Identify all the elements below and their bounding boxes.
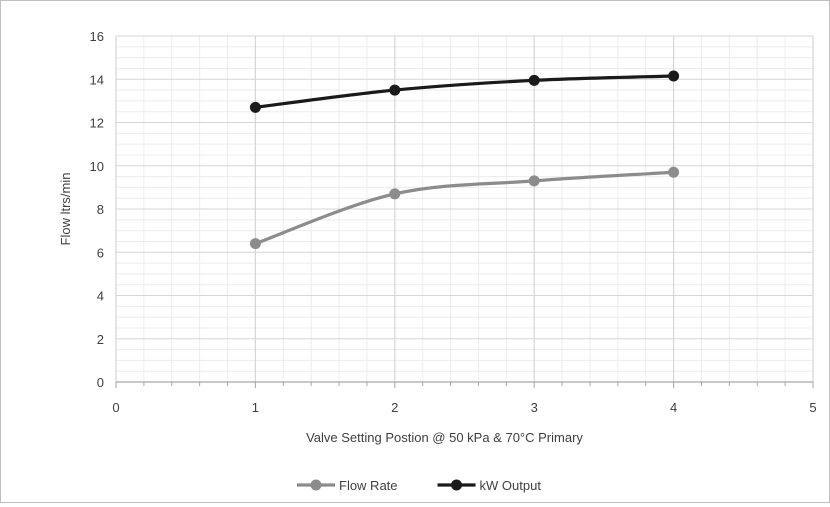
legend-label: kW Output — [480, 478, 542, 493]
y-tick-label: 8 — [97, 202, 104, 217]
x-axis — [115, 381, 814, 388]
series-flow-rate — [249, 166, 680, 250]
data-point — [528, 74, 540, 86]
data-point — [389, 188, 401, 200]
legend-item-kw-output: kW Output — [437, 478, 542, 493]
y-tick-label: 0 — [97, 375, 104, 390]
legend-label: Flow Rate — [339, 478, 398, 493]
y-axis-title: Flow ltrs/min — [58, 173, 73, 246]
major-gridlines — [115, 35, 814, 382]
series-layer — [249, 70, 680, 250]
x-axis-title: Valve Setting Postion @ 50 kPa & 70°C Pr… — [306, 430, 583, 445]
series-kw-output — [249, 70, 680, 113]
x-tick-labels: 0 1 2 3 4 5 — [112, 400, 816, 415]
minor-gridlines — [116, 36, 813, 382]
y-tick-labels: 0 2 4 6 8 10 12 14 16 — [90, 29, 104, 390]
legend-item-flow-rate: Flow Rate — [297, 478, 398, 493]
series-line — [253, 74, 676, 109]
x-tick-label: 4 — [670, 400, 677, 415]
data-point — [668, 166, 680, 178]
y-tick-label: 4 — [97, 289, 104, 304]
y-tick-label: 16 — [90, 29, 104, 44]
data-point — [668, 70, 680, 82]
data-point — [528, 175, 540, 187]
data-point — [389, 84, 401, 96]
y-tick-label: 6 — [97, 245, 104, 260]
x-tick-label: 2 — [391, 400, 398, 415]
y-tick-label: 12 — [90, 116, 104, 131]
y-tick-label: 10 — [90, 159, 104, 174]
legend-marker — [310, 479, 322, 491]
legend: Flow Rate kW Output — [297, 478, 541, 493]
x-tick-label: 5 — [809, 400, 816, 415]
y-tick-label: 2 — [97, 332, 104, 347]
x-tick-label: 1 — [252, 400, 259, 415]
x-tick-label: 3 — [531, 400, 538, 415]
legend-marker — [451, 479, 463, 491]
x-tick-label: 0 — [112, 400, 119, 415]
series-line — [253, 170, 676, 246]
y-tick-label: 14 — [90, 72, 104, 87]
data-point — [249, 101, 261, 113]
data-point — [249, 238, 261, 250]
